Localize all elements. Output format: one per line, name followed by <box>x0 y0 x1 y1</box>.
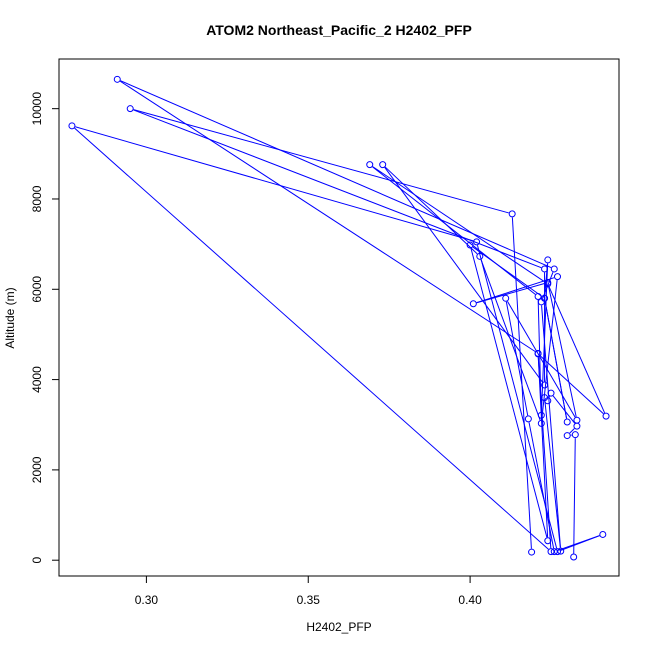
data-point <box>550 265 558 273</box>
data-point <box>570 553 578 561</box>
y-tick-label: 2000 <box>30 456 44 483</box>
data-point <box>366 161 374 169</box>
series-segment <box>569 428 575 434</box>
series-segment <box>540 355 604 415</box>
series-segment <box>133 109 509 214</box>
data-point <box>537 411 545 419</box>
series-segment <box>544 301 568 419</box>
data-point <box>553 273 561 281</box>
series-segment <box>548 286 606 414</box>
x-tick-label: 0.40 <box>458 593 482 607</box>
data-point <box>537 419 545 427</box>
series-segment <box>384 167 543 383</box>
series-segment <box>511 217 532 549</box>
series-layer <box>68 75 610 561</box>
y-tick-label: 8000 <box>30 185 44 212</box>
series-segment <box>557 535 600 551</box>
series-segment <box>384 166 478 255</box>
data-point <box>541 294 549 302</box>
data-point <box>563 418 571 426</box>
data-point <box>563 432 571 440</box>
series-segment <box>74 127 549 550</box>
series-segment <box>470 248 548 538</box>
series-segment <box>573 438 576 554</box>
chart-title: ATOM2 Northeast_Pacific_2 H2402_PFP <box>206 22 472 38</box>
data-point <box>541 381 549 389</box>
data-point <box>571 431 579 439</box>
data-point <box>541 394 549 402</box>
series-segment <box>541 280 558 420</box>
series-segment <box>472 246 542 297</box>
y-tick-label: 4000 <box>30 366 44 393</box>
data-point <box>534 293 542 301</box>
data-point <box>599 530 607 538</box>
data-point <box>379 161 387 169</box>
y-axis-title: Altitude (m) <box>3 287 17 348</box>
series-segment <box>476 282 545 304</box>
data-point <box>466 241 474 249</box>
data-point <box>544 537 552 545</box>
data-point <box>602 412 610 420</box>
data-point <box>544 279 552 287</box>
data-point <box>547 389 555 397</box>
series-segment <box>75 126 474 242</box>
x-axis-title: H2402_PFP <box>306 620 371 634</box>
data-point <box>473 238 481 246</box>
series-segment <box>480 259 541 421</box>
data-point <box>544 256 552 264</box>
series-segment <box>372 166 546 283</box>
series-segment <box>552 395 576 424</box>
data-point <box>126 105 134 113</box>
data-point <box>113 75 121 83</box>
series-segment <box>476 277 555 304</box>
data-point <box>502 294 510 302</box>
data-point <box>534 350 542 358</box>
data-point <box>476 252 484 260</box>
series-segment <box>544 401 561 548</box>
data-point <box>557 547 565 555</box>
data-point <box>541 265 549 273</box>
series-segment <box>528 422 555 549</box>
y-tick-label: 0 <box>30 557 44 564</box>
data-point <box>573 416 581 424</box>
data-point <box>68 122 76 130</box>
data-point <box>553 548 561 556</box>
data-point <box>469 300 477 308</box>
series-segment <box>120 80 552 269</box>
x-axis: 0.30 0.35 0.40 <box>135 575 482 607</box>
x-tick-label: 0.30 <box>135 593 159 607</box>
data-point <box>528 548 536 556</box>
data-point <box>524 415 532 423</box>
data-point <box>550 548 558 556</box>
y-axis: 0 2000 4000 6000 8000 10000 <box>30 92 60 564</box>
series-segment <box>548 285 577 417</box>
data-point <box>508 210 516 218</box>
x-tick-label: 0.35 <box>297 593 321 607</box>
series-segment <box>119 80 536 352</box>
y-tick-label: 6000 <box>30 276 44 303</box>
y-tick-label: 10000 <box>30 92 44 126</box>
